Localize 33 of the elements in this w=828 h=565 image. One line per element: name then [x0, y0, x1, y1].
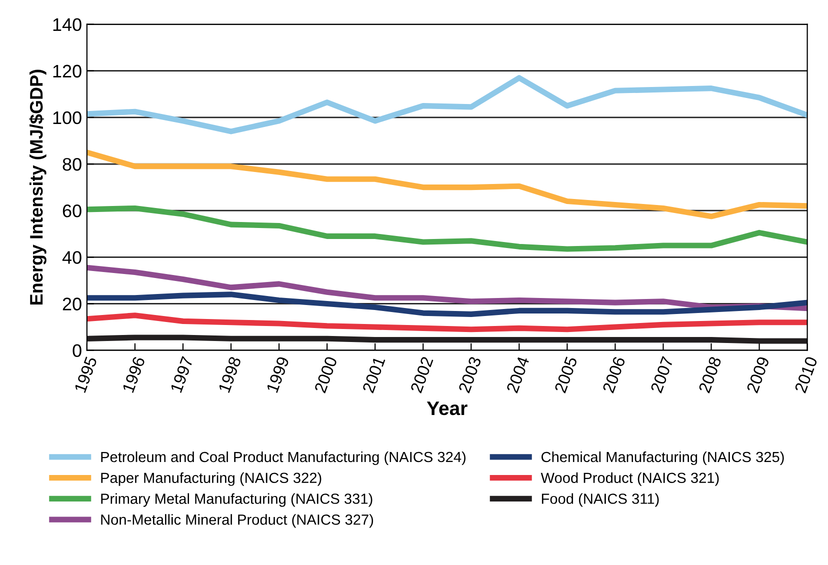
x-tick-label: 1999	[266, 356, 290, 393]
x-tick-label: 2003	[458, 356, 482, 394]
y-tick-label: 60	[62, 204, 82, 218]
x-tick-label: 2004	[506, 356, 530, 394]
legend-label: Petroleum and Coal Product Manufacturing (NAICS 324)	[101, 451, 466, 466]
x-tick-label: 2006	[602, 356, 626, 394]
x-tick-label: 1998	[218, 356, 242, 393]
x-tick-label: 2000	[314, 356, 338, 394]
y-axis-title: Energy Intensity (MJ/$GDP)	[29, 70, 46, 304]
x-tick-label: 2008	[698, 356, 722, 394]
x-tick-label: 1996	[122, 356, 146, 393]
x-tick-label: 2010	[794, 356, 818, 394]
legend-label: Wood Product (NAICS 321)	[540, 472, 719, 486]
y-tick-label: 20	[62, 298, 82, 310]
x-tick-label: 2009	[746, 356, 770, 394]
y-tick-label: 80	[62, 158, 82, 171]
legend-label: Food (NAICS 311)	[542, 493, 659, 507]
y-tick-label: 0	[72, 344, 82, 358]
x-tick-label: 1997	[170, 356, 194, 393]
y-tick-label: 40	[62, 251, 82, 264]
legend-label: Chemical Manufacturing (NAICS 325)	[542, 451, 784, 466]
y-tick-label: 140	[53, 18, 82, 32]
x-tick-label: 2007	[650, 356, 674, 394]
legend-label: Paper Manufacturing (NAICS 322)	[101, 472, 322, 486]
legend-label: Non-Metallic Mineral Product (NAICS 327)	[101, 514, 374, 528]
legend-label: Primary Metal Manufacturing (NAICS 331)	[101, 493, 372, 507]
y-tick-label: 100	[53, 111, 82, 124]
x-tick-label: 1995	[74, 356, 98, 393]
x-tick-label: 2001	[362, 356, 386, 394]
x-tick-label: 2005	[554, 356, 578, 394]
y-tick-label: 120	[53, 64, 82, 78]
x-axis-title: Year	[426, 402, 468, 416]
x-tick-label: 2002	[410, 356, 434, 394]
